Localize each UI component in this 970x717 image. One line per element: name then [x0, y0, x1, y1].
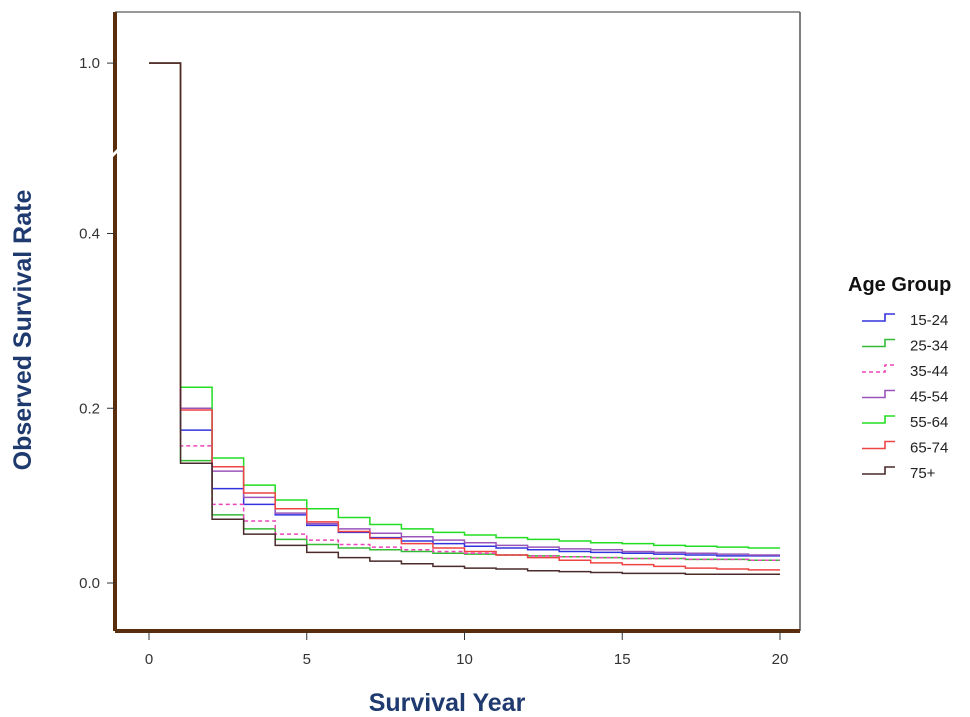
- y-tick-label: 0.2: [79, 400, 100, 417]
- legend-swatch: [862, 389, 895, 399]
- series-line-45-54: [149, 62, 780, 556]
- series-line-65-74: [149, 62, 780, 571]
- series-line-75+: [149, 62, 780, 576]
- x-tick-label: 0: [145, 651, 153, 668]
- y-tick-label: 1.0: [79, 55, 100, 72]
- legend-item-label: 25-34: [910, 338, 948, 355]
- legend-item-label: 45-54: [910, 389, 948, 406]
- legend-item-label: 65-74: [910, 440, 948, 457]
- x-axis-ticks: 0 5 10 15 20: [145, 631, 789, 668]
- series-line-35-44: [149, 62, 780, 562]
- series-line-15-24: [149, 62, 780, 557]
- x-tick-label: 15: [614, 651, 631, 668]
- x-tick-label: 5: [303, 651, 311, 668]
- series-line-55-64: [149, 62, 780, 549]
- legend-item-label: 35-44: [910, 363, 948, 380]
- y-axis-ticks: 0.0 0.2 0.4 1.0: [79, 55, 115, 592]
- legend-swatch: [862, 338, 895, 348]
- series-layer: [149, 62, 780, 576]
- legend-item-label: 55-64: [910, 414, 948, 431]
- x-tick-label: 10: [456, 651, 473, 668]
- plot-frame: [108, 11, 801, 633]
- legend-item-label: 15-24: [910, 312, 948, 329]
- legend-item-label: 75+: [910, 465, 936, 482]
- legend-swatch: [862, 440, 895, 450]
- axis-break-mark: [108, 146, 122, 160]
- legend-swatch: [862, 313, 895, 322]
- legend-swatch: [862, 415, 895, 424]
- x-tick-label: 20: [772, 651, 789, 668]
- y-tick-label: 0.4: [79, 226, 100, 243]
- legend-title: Age Group: [848, 274, 951, 296]
- y-tick-label: 0.0: [79, 575, 100, 592]
- legend: Age Group 15-24 25-34 35-44 45-54 55-64 65-74…: [848, 274, 951, 482]
- y-axis-title: Observed Survival Rate: [9, 190, 37, 471]
- x-axis-title: Survival Year: [369, 689, 526, 717]
- legend-swatch: [862, 466, 895, 475]
- legend-swatch: [862, 364, 895, 373]
